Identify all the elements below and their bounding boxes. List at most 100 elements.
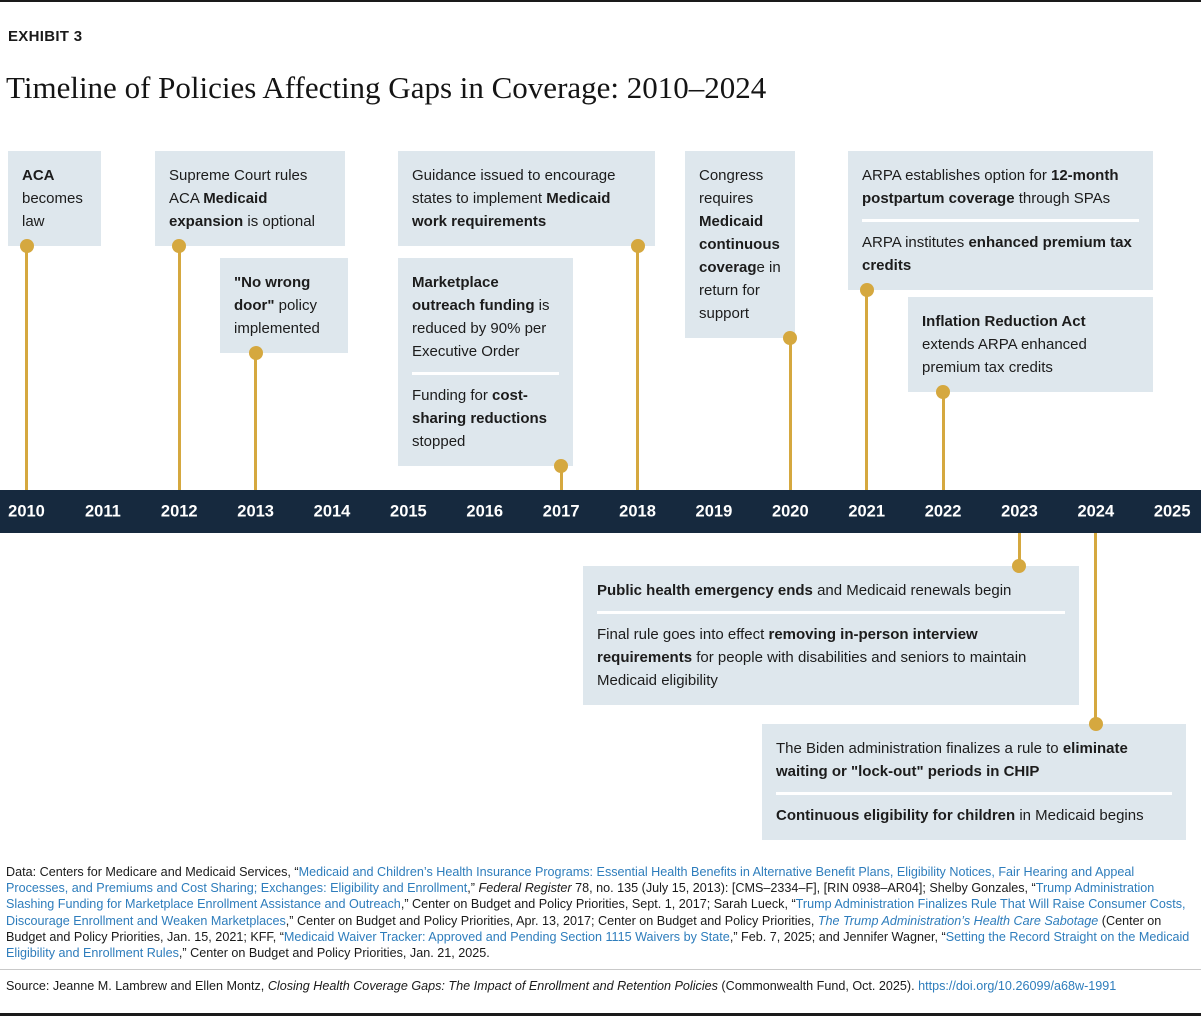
text-run: Guidance issued to encourage states to i… xyxy=(412,167,616,207)
text-run: extends ARPA enhanced premium tax credit… xyxy=(922,336,1087,376)
timeline-connector-2018 xyxy=(636,246,640,490)
page-title: Timeline of Policies Affecting Gaps in C… xyxy=(6,70,767,105)
event-text: ARPA institutes enhanced premium tax cre… xyxy=(862,231,1139,277)
exhibit-label: EXHIBIT 3 xyxy=(8,28,83,45)
text-run: through SPAs xyxy=(1014,190,1111,207)
timeline-dot-2018 xyxy=(630,239,645,253)
timeline-connector-2013 xyxy=(254,353,258,490)
timeline-dot-2023 xyxy=(1012,559,1027,573)
text-run: e in return for support xyxy=(699,259,781,322)
text-run: The Biden administration finalizes a rul… xyxy=(776,740,1063,757)
text-run: 78, no. 135 (July 15, 2013): [CMS–2334–F… xyxy=(571,881,1036,896)
year-label-2020: 2020 xyxy=(771,502,809,520)
text-run: ARPA establishes option for xyxy=(862,167,1051,184)
timeline-dot-2010 xyxy=(19,239,34,253)
timeline-connector-2017 xyxy=(559,466,563,490)
event-text: Public health emergency ends and Medicai… xyxy=(597,579,1065,602)
text-run: eliminate waiting or "lock-out" periods … xyxy=(776,740,1128,780)
top-rule xyxy=(0,0,1201,2)
year-label-2014: 2014 xyxy=(313,502,351,520)
text-run: enhanced premium tax credits xyxy=(862,234,1132,274)
text-run: (Center on Budget and Policy Priorities,… xyxy=(6,913,1162,944)
year-label-2010: 2010 xyxy=(8,502,45,520)
footnote-link[interactable]: Trump Administration Finalizes Rule That… xyxy=(6,897,1186,928)
text-run: in Medicaid begins xyxy=(1015,807,1144,824)
event-text: Supreme Court rules ACA Medicaid expansi… xyxy=(169,164,331,233)
event-box-work-requirements-guidance: Guidance issued to encourage states to i… xyxy=(398,151,655,246)
timeline-dot-2021 xyxy=(859,283,874,297)
text-run: Medicaid expansion xyxy=(169,190,268,230)
event-box-phe-ends: Public health emergency ends and Medicai… xyxy=(583,566,1079,705)
event-box-inflation-reduction-act: Inflation Reduction Act extends ARPA enh… xyxy=(908,297,1153,392)
text-run: Supreme Court rules ACA xyxy=(169,167,308,207)
year-label-2023: 2023 xyxy=(1001,502,1038,520)
year-label-2017: 2017 xyxy=(542,502,580,520)
event-box-chip-rule: The Biden administration finalizes a rul… xyxy=(762,724,1186,840)
text-run: ACA xyxy=(22,167,55,184)
text-run: stopped xyxy=(412,433,466,450)
bottom-rule xyxy=(0,1013,1201,1016)
text-run: ,” Center on Budget and Policy Prioritie… xyxy=(285,913,818,928)
footnote-link[interactable]: Trump Administration Slashing Funding fo… xyxy=(6,881,1155,912)
year-label-2012: 2012 xyxy=(160,502,198,520)
text-run: (Commonwealth Fund, Oct. 2025). xyxy=(717,979,919,993)
year-label-2022: 2022 xyxy=(924,502,962,520)
year-label-2025: 2025 xyxy=(1153,502,1191,520)
text-run: Funding for xyxy=(412,387,493,404)
year-label-2021: 2021 xyxy=(848,502,886,520)
footnote-link[interactable]: https://doi.org/10.26099/a68w-1991 xyxy=(918,979,1117,993)
text-run: Medicaid continuous coverag xyxy=(699,213,780,276)
text-run: 12-month postpartum coverage xyxy=(862,167,1119,207)
event-text: ACA becomes law xyxy=(22,164,87,233)
text-run: "No wrong door" xyxy=(234,274,311,314)
timeline-connector-2024 xyxy=(1094,533,1098,724)
event-text: Inflation Reduction Act extends ARPA enh… xyxy=(922,310,1139,379)
paragraph-divider xyxy=(862,219,1139,222)
timeline-connector-2012 xyxy=(177,246,181,490)
footnote-link[interactable]: The Trump Administration’s Health Care S… xyxy=(817,913,1099,928)
timeline-connector-2023 xyxy=(1017,533,1021,566)
timeline-connector-2021 xyxy=(865,290,869,490)
text-run: ,” Feb. 7, 2025; and Jennifer Wagner, “ xyxy=(729,929,946,944)
event-text: The Biden administration finalizes a rul… xyxy=(776,737,1172,783)
text-run: Source: Jeanne M. Lambrew and Ellen Mont… xyxy=(6,979,268,993)
timeline-axis-bar: 2010 2011 2012 2013 2014 2015 2016 2017 2018 2019… xyxy=(0,490,1201,533)
event-text: Marketplace outreach funding is reduced … xyxy=(412,271,559,363)
text-run: Public health emergency ends xyxy=(597,582,813,599)
event-box-continuous-coverage: Congress requires Medicaid continuous co… xyxy=(685,151,795,338)
footnote-link[interactable]: Setting the Record Straight on the Medic… xyxy=(6,929,1190,961)
event-box-no-wrong-door: "No wrong door" policy implemented xyxy=(220,258,348,353)
year-label-2019: 2019 xyxy=(695,502,733,520)
timeline-dot-2017 xyxy=(554,459,569,473)
text-run: ,” Center on Budget and Policy Prioritie… xyxy=(400,897,796,912)
footnote-link[interactable]: Medicaid Waiver Tracker: Approved and Pe… xyxy=(283,929,730,944)
data-note: Data: Centers for Medicare and Medicaid … xyxy=(6,864,1195,961)
event-box-supreme-court-ruling: Supreme Court rules ACA Medicaid expansi… xyxy=(155,151,345,246)
text-run: Medicaid work requirements xyxy=(412,190,611,230)
text-run: Final rule goes into effect xyxy=(597,626,769,643)
timeline-connector-2010 xyxy=(25,246,28,490)
timeline-dot-2013 xyxy=(248,346,263,360)
text-run: ,” xyxy=(467,881,479,896)
year-label-2018: 2018 xyxy=(619,502,656,520)
year-label-2024: 2024 xyxy=(1077,502,1115,520)
timeline-connector-2020 xyxy=(788,338,792,490)
text-run: ,” Center on Budget and Policy Prioritie… xyxy=(178,946,490,961)
event-text: ARPA establishes option for 12-month pos… xyxy=(862,164,1139,210)
timeline-connector-2022 xyxy=(941,392,945,490)
text-run: and Medicaid renewals begin xyxy=(812,582,1012,599)
paragraph-divider xyxy=(412,372,559,375)
timeline-dot-2024 xyxy=(1088,717,1103,731)
text-run: is reduced by 90% per Executive Order xyxy=(412,297,550,360)
event-text: Continuous eligibility for children in M… xyxy=(776,804,1172,827)
source-note: Source: Jeanne M. Lambrew and Ellen Mont… xyxy=(6,978,1195,994)
text-run: Congress requires xyxy=(699,167,764,207)
year-label-2013: 2013 xyxy=(237,502,274,520)
event-text: Final rule goes into effect removing in-… xyxy=(597,623,1065,692)
text-run: is optional xyxy=(243,213,315,230)
footnote-link[interactable]: Medicaid and Children’s Health Insurance… xyxy=(6,865,1135,896)
event-text: "No wrong door" policy implemented xyxy=(234,271,334,340)
paragraph-divider xyxy=(776,792,1172,795)
source-divider xyxy=(0,969,1201,970)
